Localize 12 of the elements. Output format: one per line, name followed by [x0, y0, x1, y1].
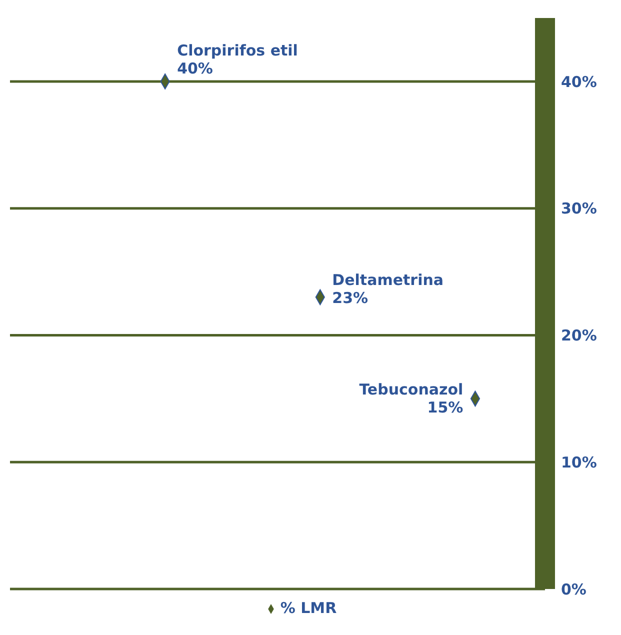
annotation: Tebuconazol	[359, 380, 464, 399]
y-tick-label: 40%	[561, 72, 597, 91]
annotation: Deltametrina	[332, 271, 444, 290]
data-label: 23%	[332, 289, 368, 308]
annotation: Clorpirifos etil	[177, 41, 298, 60]
y-tick-label: 10%	[561, 453, 597, 472]
data-label: 40%	[177, 59, 213, 78]
y-tick-label: 30%	[561, 200, 597, 218]
legend-label: % LMR	[280, 599, 337, 617]
y-tick-label: 0%	[561, 580, 586, 598]
y-tick-label: 20%	[561, 326, 597, 345]
data-label: 15%	[427, 398, 464, 417]
